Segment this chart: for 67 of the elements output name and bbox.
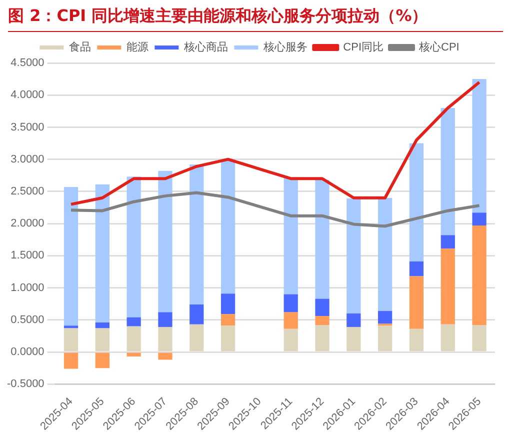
bar xyxy=(409,261,424,276)
bar xyxy=(440,324,455,352)
bar xyxy=(64,352,78,369)
bar xyxy=(315,180,330,299)
y-tick-label: 0.0000 xyxy=(10,346,44,358)
y-tick-label: 3.5000 xyxy=(10,121,44,134)
legend-label: 核心服务 xyxy=(262,40,308,54)
bar xyxy=(378,326,392,352)
bar xyxy=(409,143,424,262)
bar xyxy=(284,312,298,329)
bar xyxy=(315,298,330,316)
bar xyxy=(284,328,298,352)
bar xyxy=(126,352,141,357)
bar xyxy=(472,225,486,326)
bar xyxy=(190,304,204,324)
y-tick-label: 3.0000 xyxy=(10,153,44,166)
y-tick-label: 2.5000 xyxy=(10,185,44,198)
bar xyxy=(409,328,424,352)
bar xyxy=(126,176,141,318)
bar xyxy=(472,325,486,352)
bar xyxy=(440,248,455,324)
bar xyxy=(346,313,361,327)
bar xyxy=(95,184,110,322)
y-tick-label: 4.0000 xyxy=(10,89,44,102)
bar xyxy=(64,186,78,326)
bar xyxy=(284,294,298,312)
bar xyxy=(472,79,486,213)
legend-label: 食品 xyxy=(69,42,92,54)
bar xyxy=(378,198,392,311)
bar xyxy=(220,314,236,326)
legend-label: CPI同比 xyxy=(343,40,384,54)
bar xyxy=(158,352,172,360)
legend-label: 核心CPI xyxy=(418,40,460,54)
legend-label: 能源 xyxy=(126,40,149,54)
bar xyxy=(190,164,204,304)
bar xyxy=(95,328,110,352)
y-tick-label: 1.5000 xyxy=(10,250,44,262)
bar xyxy=(346,326,361,352)
bar xyxy=(284,177,298,294)
bar xyxy=(158,326,172,352)
legend-label: 核心商品 xyxy=(183,40,228,54)
bar xyxy=(472,212,486,226)
y-tick-label: -0.5000 xyxy=(6,378,44,390)
bar xyxy=(346,198,361,314)
bar xyxy=(440,235,455,249)
bar xyxy=(126,326,141,352)
bar xyxy=(158,170,172,312)
bar xyxy=(315,316,330,326)
bar xyxy=(64,326,78,328)
y-tick-label: 2.0000 xyxy=(10,218,44,230)
bar xyxy=(378,310,392,324)
y-tick-label: 1.0000 xyxy=(10,282,44,294)
bar xyxy=(158,312,172,327)
bar xyxy=(95,322,110,328)
bar xyxy=(220,159,236,294)
chart-title: 图 2：CPI 同比增速主要由能源和核心服务分项拉动（%） xyxy=(8,6,503,32)
bar xyxy=(64,328,78,352)
y-tick-label: 4.5000 xyxy=(10,57,44,70)
bar xyxy=(440,108,455,236)
bar xyxy=(126,317,141,326)
bar xyxy=(220,326,236,352)
bar xyxy=(409,276,424,329)
bar xyxy=(220,294,236,314)
bar xyxy=(190,324,204,352)
bar xyxy=(95,352,110,368)
bar xyxy=(315,325,330,352)
y-tick-label: 0.5000 xyxy=(10,314,44,326)
